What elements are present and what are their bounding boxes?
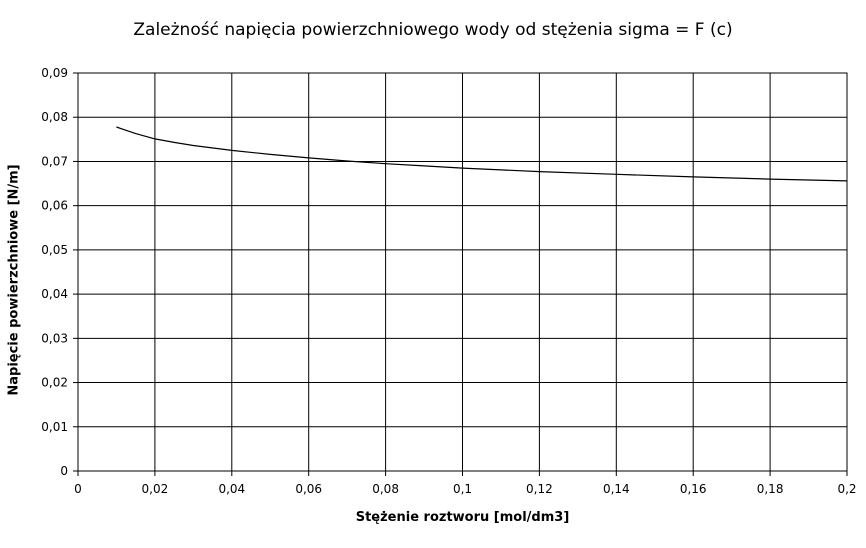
y-tick-label: 0,05 xyxy=(41,243,68,257)
x-tick-label: 0 xyxy=(74,482,82,496)
x-tick-label: 0,02 xyxy=(142,482,169,496)
y-tick-label: 0,02 xyxy=(41,376,68,390)
x-tick-label: 0,1 xyxy=(453,482,472,496)
x-axis-label: Stężenie roztworu [mol/dm3] xyxy=(355,510,570,525)
x-tick-label: 0,16 xyxy=(680,482,707,496)
x-tick-label: 0,14 xyxy=(603,482,630,496)
y-tick-label: 0,06 xyxy=(41,199,68,213)
y-tick-label: 0,03 xyxy=(41,331,68,345)
y-tick-label: 0,09 xyxy=(41,66,68,80)
y-tick-label: 0,01 xyxy=(41,420,68,434)
x-tick-label: 0,2 xyxy=(837,482,856,496)
x-tick-label: 0,04 xyxy=(218,482,245,496)
x-tick-label: 0,12 xyxy=(526,482,553,496)
chart-title: Zależność napięcia powierzchniowego wody… xyxy=(133,20,733,40)
plot-border xyxy=(77,72,848,472)
y-tick-label: 0,04 xyxy=(41,287,68,301)
x-tick-label: 0,06 xyxy=(295,482,322,496)
y-tick-label: 0 xyxy=(60,464,68,478)
x-tick-label: 0,08 xyxy=(372,482,399,496)
y-tick-label: 0,07 xyxy=(41,154,68,168)
y-tick-label: 0,08 xyxy=(41,110,68,124)
series-line-0 xyxy=(116,126,848,182)
x-tick-label: 0,18 xyxy=(757,482,784,496)
